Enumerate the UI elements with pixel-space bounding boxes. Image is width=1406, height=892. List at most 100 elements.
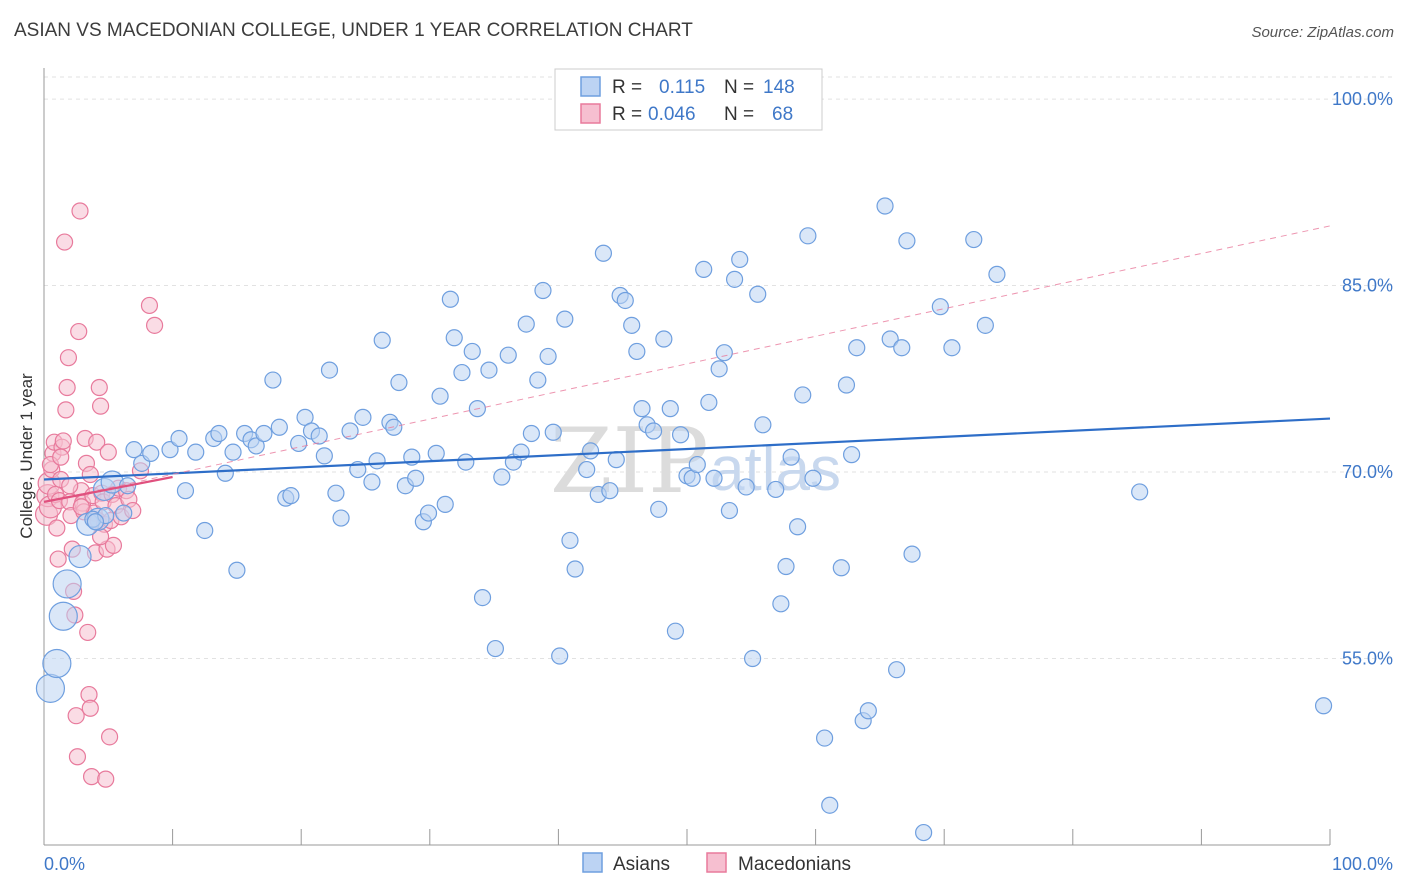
asians-point	[898, 232, 916, 250]
asians-points	[35, 197, 1333, 842]
asians-point	[616, 291, 634, 310]
legend-r-label-macedonians: R =	[612, 104, 642, 125]
asians-point	[363, 473, 381, 491]
macedonians-point	[91, 397, 110, 415]
asians-point	[607, 451, 625, 469]
asians-point	[419, 504, 438, 522]
chart-source: Source: ZipAtlas.com	[1251, 24, 1394, 41]
asians-point	[903, 545, 921, 563]
asians-point	[804, 469, 822, 487]
macedonians-point	[72, 498, 90, 516]
asians-point	[247, 437, 265, 455]
bottom-legend: Asians Macedonians	[582, 852, 851, 875]
macedonians-trend-line	[43, 475, 173, 503]
macedonians-point	[81, 699, 99, 717]
macedonians-point	[99, 443, 117, 461]
asians-point	[931, 298, 949, 316]
legend-swatch-asians	[580, 76, 601, 97]
asians-point	[749, 285, 767, 303]
macedonians-point	[49, 550, 67, 568]
macedonians-point	[145, 316, 164, 334]
asians-point	[816, 729, 834, 747]
asians-point	[705, 469, 723, 487]
y-axis-label: College, Under 1 year	[17, 373, 36, 539]
chart-title: ASIAN VS MACEDONIAN COLLEGE, UNDER 1 YEA…	[14, 20, 693, 41]
asians-point	[594, 244, 613, 262]
asians-point	[731, 250, 749, 269]
y-tick-label: 100.0%	[1332, 89, 1393, 109]
asians-point	[196, 521, 214, 540]
asians-point	[441, 290, 459, 308]
asians-point	[210, 424, 228, 443]
asians-point	[671, 426, 690, 444]
asians-point	[623, 316, 641, 334]
asians-point	[445, 329, 463, 347]
macedonians-point	[97, 770, 115, 788]
asians-point	[228, 561, 246, 579]
legend-swatch-macedonians	[580, 103, 601, 124]
asians-point	[943, 339, 961, 357]
macedonians-point	[61, 477, 79, 495]
asians-point	[534, 281, 552, 300]
asians-point	[320, 361, 339, 379]
asians-point	[688, 455, 706, 474]
asians-point	[282, 487, 300, 505]
macedonians-point	[58, 378, 76, 397]
asians-point	[517, 315, 535, 333]
asians-point	[486, 639, 504, 658]
asians-point	[782, 448, 800, 466]
asians-point	[390, 373, 408, 392]
asians-point	[368, 452, 386, 470]
macedonians-point	[100, 728, 119, 746]
asians-point	[976, 316, 994, 334]
x-tick-label-max: 100.0%	[1332, 854, 1393, 874]
asians-trend-line	[43, 417, 1331, 481]
tick-layer: 55.0% 70.0% 85.0% 100.0%	[43, 89, 1393, 845]
asians-point	[529, 371, 547, 389]
asians-point	[772, 595, 790, 613]
asians-point	[493, 468, 511, 486]
asians-point	[373, 331, 391, 349]
asians-point	[644, 422, 663, 440]
macedonians-point	[90, 378, 108, 397]
asians-point	[725, 270, 744, 288]
asians-point	[754, 416, 772, 434]
asians-point	[965, 230, 983, 249]
asians-point	[715, 344, 733, 362]
legend-n-value-asians: 148	[763, 77, 795, 98]
asians-point	[821, 796, 839, 814]
legend-r-label-asians: R =	[612, 77, 642, 98]
asians-point	[581, 442, 600, 460]
x-tick-labels: 0.0% 100.0%	[44, 854, 1393, 874]
asians-point	[187, 443, 205, 461]
asians-point	[578, 460, 596, 479]
macedonians-point	[57, 401, 75, 419]
asians-point	[655, 330, 673, 348]
macedonians-point	[54, 432, 72, 450]
asians-point	[561, 531, 579, 550]
asians-point	[457, 453, 475, 471]
macedonians-point	[88, 433, 106, 451]
asians-point	[661, 400, 679, 418]
asians-point	[695, 260, 713, 278]
legend-r-value-macedonians: 0.046	[648, 104, 696, 125]
macedonians-point	[140, 296, 159, 315]
asians-point	[539, 347, 557, 366]
asians-point	[988, 265, 1006, 283]
asians-point	[737, 478, 755, 496]
asians-point	[341, 422, 359, 440]
macedonians-point	[81, 465, 99, 484]
legend-n-label-macedonians: N =	[724, 104, 754, 125]
asians-point	[794, 386, 812, 404]
legend-n-value-macedonians: 68	[772, 104, 793, 125]
bottom-legend-swatch-asians	[582, 852, 603, 873]
asians-point	[522, 424, 540, 443]
y-tick-label: 85.0%	[1342, 276, 1393, 296]
asians-point	[633, 400, 651, 418]
asians-point	[86, 513, 105, 531]
asians-point	[843, 446, 861, 464]
asians-point	[48, 601, 78, 631]
macedonians-point	[48, 519, 66, 537]
asians-point	[888, 661, 906, 679]
asians-point	[893, 339, 911, 357]
